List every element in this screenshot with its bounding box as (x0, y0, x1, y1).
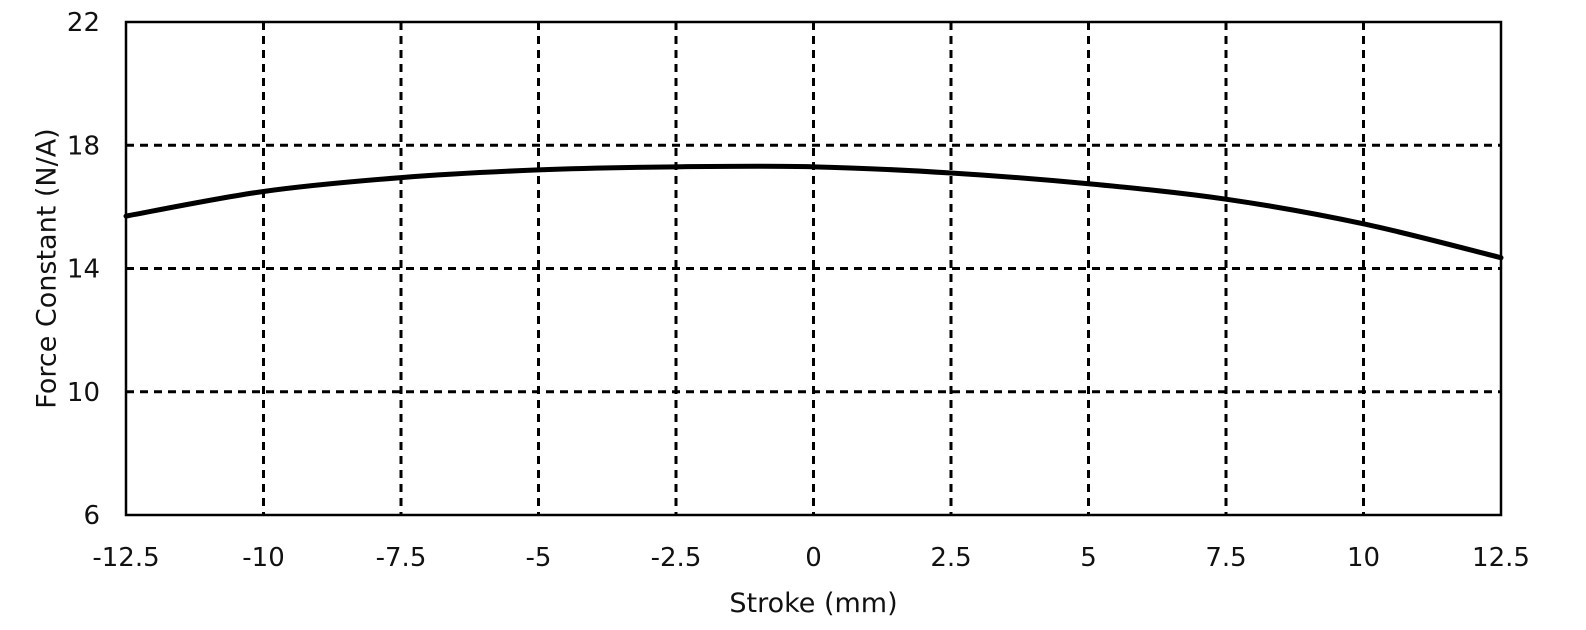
y-tick-label: 14 (67, 255, 100, 285)
x-tick-label: -2.5 (651, 543, 702, 573)
x-tick-label: -10 (242, 543, 284, 573)
y-tick-label: 18 (67, 131, 100, 161)
y-tick-label: 10 (67, 378, 100, 408)
x-tick-label: 5 (1080, 543, 1097, 573)
x-tick-labels: -12.5 -10 -7.5 -5 -2.5 0 2.5 5 7.5 10 12.5 (92, 543, 1530, 573)
x-tick-label: 10 (1347, 543, 1380, 573)
x-tick-label: 2.5 (930, 543, 971, 573)
y-tick-labels: 6 10 14 18 22 (67, 8, 100, 531)
x-tick-label: 12.5 (1472, 543, 1530, 573)
x-axis-title: Stroke (mm) (729, 588, 897, 619)
x-tick-label: -5 (526, 543, 552, 573)
x-tick-label: 7.5 (1205, 543, 1246, 573)
grid-lines (126, 22, 1501, 515)
y-tick-label: 6 (83, 501, 100, 531)
plot-frame (124, 20, 1503, 517)
series-layer (123, 163, 1504, 261)
x-tick-label: -7.5 (376, 543, 427, 573)
x-tick-label: 0 (805, 543, 822, 573)
y-axis-title: Force Constant (N/A) (31, 128, 62, 408)
x-tick-label: -12.5 (92, 543, 159, 573)
y-tick-label: 22 (67, 8, 100, 38)
force-constant-line (123, 163, 1504, 261)
